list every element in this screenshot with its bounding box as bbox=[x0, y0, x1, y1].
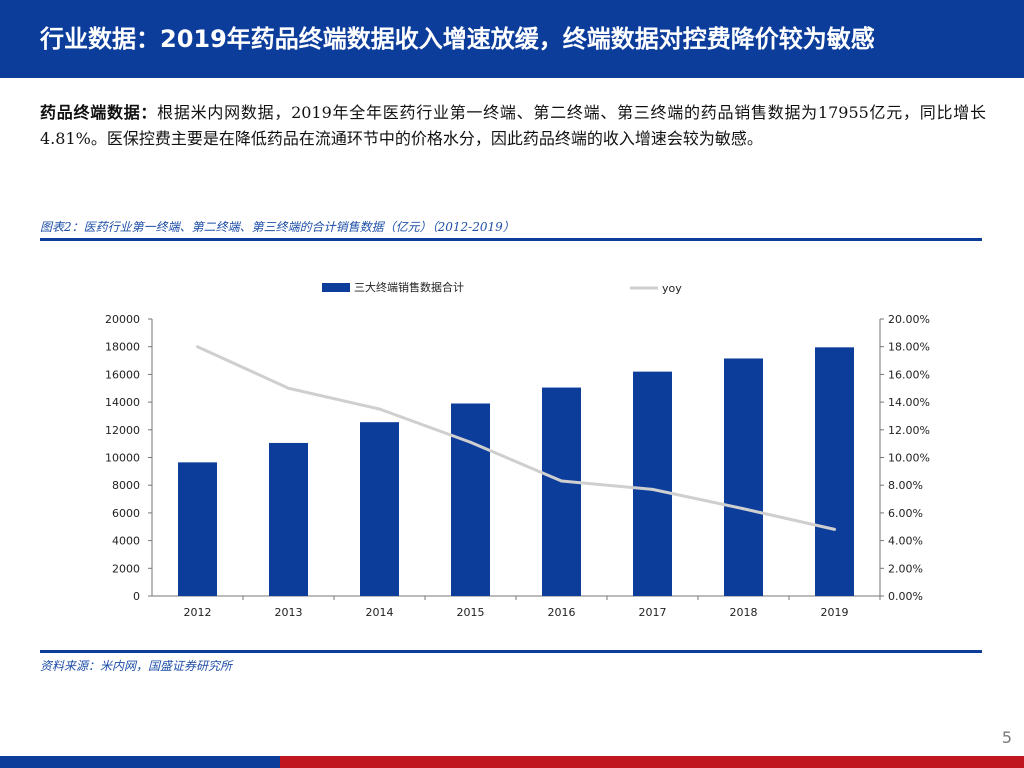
x-tick-label-2017: 2017 bbox=[639, 606, 667, 619]
yoy-point-2016 bbox=[560, 479, 563, 483]
bar-2013 bbox=[269, 442, 308, 596]
yoy-line bbox=[196, 345, 835, 531]
y-right-tick-label: 8.00% bbox=[888, 479, 923, 492]
y-right-tick-label: 14.00% bbox=[888, 396, 930, 409]
yoy-point-2015 bbox=[469, 440, 472, 444]
x-tick-label-2016: 2016 bbox=[548, 606, 576, 619]
y-left-tick-label: 12000 bbox=[105, 424, 140, 437]
legend-line-label: yoy bbox=[662, 282, 682, 295]
intro-paragraph: 药品终端数据：根据米内网数据，2019年全年医药行业第一终端、第二终端、第三终端… bbox=[40, 100, 986, 152]
y-left-tick-label: 16000 bbox=[105, 368, 140, 381]
yoy-point-2014 bbox=[378, 407, 381, 411]
page-number: 5 bbox=[1001, 728, 1012, 747]
y-left-tick-label: 18000 bbox=[105, 341, 140, 354]
y-right-tick-label: 18.00% bbox=[888, 341, 930, 354]
source-note: 资料来源：米内网，国盛证券研究所 bbox=[40, 659, 233, 673]
page-title: 行业数据：2019年药品终端数据收入增速放缓，终端数据对控费降价较为敏感 bbox=[40, 25, 875, 53]
bar-2014 bbox=[360, 422, 399, 596]
y-right-tick-label: 16.00% bbox=[888, 368, 930, 381]
y-right-tick-label: 10.00% bbox=[888, 452, 930, 465]
y-right-tick-label: 2.00% bbox=[888, 562, 923, 575]
y-right-tick-label: 20.00% bbox=[888, 313, 930, 326]
x-tick-label-2013: 2013 bbox=[275, 606, 303, 619]
y-left-tick-label: 8000 bbox=[112, 479, 140, 492]
yoy-point-2019 bbox=[833, 527, 836, 531]
bar-2017 bbox=[633, 371, 672, 596]
legend-bar-swatch bbox=[322, 283, 350, 292]
x-tick-label-2018: 2018 bbox=[730, 606, 758, 619]
y-left-tick-label: 10000 bbox=[105, 452, 140, 465]
caption-rule bbox=[40, 238, 982, 241]
y-left-tick-label: 20000 bbox=[105, 313, 140, 326]
yoy-point-2017 bbox=[651, 487, 654, 491]
x-tick-label-2012: 2012 bbox=[184, 606, 212, 619]
intro-lead: 药品终端数据： bbox=[40, 103, 158, 122]
legend-bar-label: 三大终端销售数据合计 bbox=[354, 280, 464, 294]
bar-2016 bbox=[542, 387, 581, 596]
footer-bar-blue bbox=[0, 756, 280, 768]
bar-2019 bbox=[815, 347, 854, 596]
y-right-tick-label: 12.00% bbox=[888, 424, 930, 437]
yoy-point-2012 bbox=[196, 345, 199, 349]
y-right-tick-label: 4.00% bbox=[888, 535, 923, 548]
y-right-tick-label: 6.00% bbox=[888, 507, 923, 520]
bar-2012 bbox=[178, 462, 217, 596]
x-tick-label-2015: 2015 bbox=[457, 606, 485, 619]
y-left-tick-label: 14000 bbox=[105, 396, 140, 409]
yoy-point-2013 bbox=[287, 386, 290, 390]
yoy-point-2018 bbox=[742, 507, 745, 511]
y-left-tick-label: 2000 bbox=[112, 562, 140, 575]
x-tick-label-2014: 2014 bbox=[366, 606, 394, 619]
bar-2015 bbox=[451, 403, 490, 596]
x-tick-label-2019: 2019 bbox=[821, 606, 849, 619]
source-rule bbox=[40, 650, 982, 653]
figure-caption: 图表2：医药行业第一终端、第二终端、第三终端的合计销售数据（亿元）（2012-2… bbox=[40, 220, 515, 234]
bar-2018 bbox=[724, 358, 763, 596]
y-left-tick-label: 0 bbox=[133, 590, 140, 603]
intro-text: 根据米内网数据，2019年全年医药行业第一终端、第二终端、第三终端的药品销售数据… bbox=[40, 103, 986, 148]
y-left-tick-label: 4000 bbox=[112, 535, 140, 548]
footer-bar-red bbox=[280, 756, 1024, 768]
title-bar: 行业数据：2019年药品终端数据收入增速放缓，终端数据对控费降价较为敏感 bbox=[0, 0, 1024, 78]
y-left-tick-label: 6000 bbox=[112, 507, 140, 520]
y-right-tick-label: 0.00% bbox=[888, 590, 923, 603]
